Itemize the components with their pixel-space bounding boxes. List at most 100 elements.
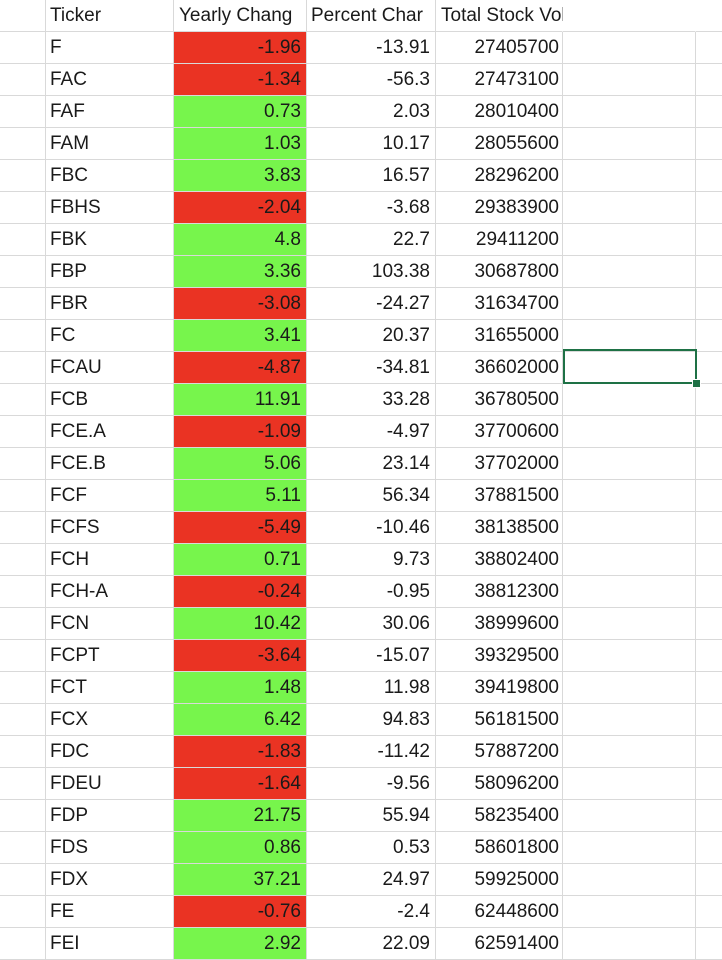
cell-total-stock-volume[interactable]: 37700600 bbox=[436, 416, 563, 448]
cell-empty[interactable] bbox=[696, 768, 722, 800]
cell-row-edge[interactable] bbox=[0, 288, 46, 320]
cell-empty[interactable] bbox=[696, 864, 722, 896]
cell-empty[interactable] bbox=[563, 256, 696, 288]
cell-row-edge[interactable] bbox=[0, 352, 46, 384]
cell-yearly-change[interactable]: 2.92 bbox=[174, 928, 307, 960]
cell-total-stock-volume[interactable]: 59925000 bbox=[436, 864, 563, 896]
cell-yearly-change[interactable]: 21.75 bbox=[174, 800, 307, 832]
cell-yearly-change[interactable]: 3.41 bbox=[174, 320, 307, 352]
cell-total-stock-volume[interactable]: 28296200 bbox=[436, 160, 563, 192]
cell-percent-change[interactable]: 22.09 bbox=[307, 928, 436, 960]
cell-ticker[interactable]: FCH bbox=[46, 544, 174, 576]
cell-empty[interactable] bbox=[696, 800, 722, 832]
cell-empty[interactable] bbox=[696, 448, 722, 480]
cell-row-edge[interactable] bbox=[0, 704, 46, 736]
cell-empty[interactable] bbox=[696, 416, 722, 448]
cell-yearly-change[interactable]: 0.71 bbox=[174, 544, 307, 576]
cell-row-edge[interactable] bbox=[0, 0, 46, 32]
cell-percent-change[interactable]: 30.06 bbox=[307, 608, 436, 640]
cell-total-stock-volume[interactable]: 56181500 bbox=[436, 704, 563, 736]
cell-empty[interactable] bbox=[696, 736, 722, 768]
cell-row-edge[interactable] bbox=[0, 768, 46, 800]
cell-row-edge[interactable] bbox=[0, 896, 46, 928]
cell-total-stock-volume[interactable]: 27473100 bbox=[436, 64, 563, 96]
cell-row-edge[interactable] bbox=[0, 864, 46, 896]
cell-ticker[interactable]: FDEU bbox=[46, 768, 174, 800]
cell-ticker[interactable]: FDC bbox=[46, 736, 174, 768]
cell-total-stock-volume[interactable]: 38812300 bbox=[436, 576, 563, 608]
cell-empty[interactable] bbox=[563, 896, 696, 928]
header-ticker[interactable]: Ticker bbox=[46, 0, 174, 32]
cell-percent-change[interactable]: 16.57 bbox=[307, 160, 436, 192]
cell-percent-change[interactable]: 2.03 bbox=[307, 96, 436, 128]
cell-total-stock-volume[interactable]: 38999600 bbox=[436, 608, 563, 640]
cell-row-edge[interactable] bbox=[0, 672, 46, 704]
cell-empty[interactable] bbox=[696, 832, 722, 864]
cell-empty[interactable] bbox=[696, 544, 722, 576]
cell-yearly-change[interactable]: 0.86 bbox=[174, 832, 307, 864]
cell-ticker[interactable]: FAM bbox=[46, 128, 174, 160]
cell-total-stock-volume[interactable]: 37881500 bbox=[436, 480, 563, 512]
cell-percent-change[interactable]: -4.97 bbox=[307, 416, 436, 448]
cell-empty[interactable] bbox=[696, 512, 722, 544]
cell-empty[interactable] bbox=[563, 224, 696, 256]
cell-percent-change[interactable]: -34.81 bbox=[307, 352, 436, 384]
cell-empty[interactable] bbox=[696, 320, 722, 352]
cell-empty[interactable] bbox=[696, 576, 722, 608]
cell-percent-change[interactable]: -2.4 bbox=[307, 896, 436, 928]
cell-ticker[interactable]: FCFS bbox=[46, 512, 174, 544]
cell-empty[interactable] bbox=[696, 288, 722, 320]
cell-empty[interactable] bbox=[563, 800, 696, 832]
cell-total-stock-volume[interactable]: 57887200 bbox=[436, 736, 563, 768]
cell-empty[interactable] bbox=[563, 64, 696, 96]
cell-yearly-change[interactable]: 4.8 bbox=[174, 224, 307, 256]
cell-total-stock-volume[interactable]: 29383900 bbox=[436, 192, 563, 224]
header-percent-change[interactable]: Percent Char bbox=[307, 0, 436, 32]
cell-total-stock-volume[interactable]: 31655000 bbox=[436, 320, 563, 352]
cell-percent-change[interactable]: 103.38 bbox=[307, 256, 436, 288]
cell-row-edge[interactable] bbox=[0, 832, 46, 864]
cell-row-edge[interactable] bbox=[0, 416, 46, 448]
cell-empty[interactable] bbox=[563, 704, 696, 736]
cell-empty[interactable] bbox=[696, 96, 722, 128]
cell-total-stock-volume[interactable]: 27405700 bbox=[436, 32, 563, 64]
cell-total-stock-volume[interactable]: 29411200 bbox=[436, 224, 563, 256]
cell-empty[interactable] bbox=[563, 768, 696, 800]
cell-ticker[interactable]: FBHS bbox=[46, 192, 174, 224]
cell-row-edge[interactable] bbox=[0, 640, 46, 672]
cell-row-edge[interactable] bbox=[0, 32, 46, 64]
cell-ticker[interactable]: FE bbox=[46, 896, 174, 928]
cell-empty[interactable] bbox=[696, 224, 722, 256]
cell-percent-change[interactable]: 56.34 bbox=[307, 480, 436, 512]
cell-row-edge[interactable] bbox=[0, 160, 46, 192]
cell-total-stock-volume[interactable]: 38138500 bbox=[436, 512, 563, 544]
cell-total-stock-volume[interactable]: 30687800 bbox=[436, 256, 563, 288]
cell-ticker[interactable]: FCF bbox=[46, 480, 174, 512]
cell-percent-change[interactable]: -10.46 bbox=[307, 512, 436, 544]
cell-ticker[interactable]: FDX bbox=[46, 864, 174, 896]
cell-row-edge[interactable] bbox=[0, 448, 46, 480]
cell-ticker[interactable]: FBK bbox=[46, 224, 174, 256]
cell-empty[interactable] bbox=[563, 608, 696, 640]
cell-ticker[interactable]: FAC bbox=[46, 64, 174, 96]
cell-empty[interactable] bbox=[696, 640, 722, 672]
cell-yearly-change[interactable]: 0.73 bbox=[174, 96, 307, 128]
cell-yearly-change[interactable]: 37.21 bbox=[174, 864, 307, 896]
cell-empty[interactable] bbox=[563, 352, 696, 384]
cell-empty[interactable] bbox=[563, 416, 696, 448]
cell-empty[interactable] bbox=[563, 640, 696, 672]
cell-yearly-change[interactable]: -0.24 bbox=[174, 576, 307, 608]
cell-row-edge[interactable] bbox=[0, 64, 46, 96]
cell-empty[interactable] bbox=[563, 448, 696, 480]
cell-percent-change[interactable]: 10.17 bbox=[307, 128, 436, 160]
cell-empty[interactable] bbox=[563, 576, 696, 608]
cell-ticker[interactable]: FCE.A bbox=[46, 416, 174, 448]
cell-yearly-change[interactable]: -0.76 bbox=[174, 896, 307, 928]
cell-yearly-change[interactable]: -1.83 bbox=[174, 736, 307, 768]
cell-row-edge[interactable] bbox=[0, 384, 46, 416]
cell-empty[interactable] bbox=[563, 832, 696, 864]
cell-empty[interactable] bbox=[563, 288, 696, 320]
cell-row-edge[interactable] bbox=[0, 608, 46, 640]
cell-percent-change[interactable]: -56.3 bbox=[307, 64, 436, 96]
cell-yearly-change[interactable]: 1.03 bbox=[174, 128, 307, 160]
